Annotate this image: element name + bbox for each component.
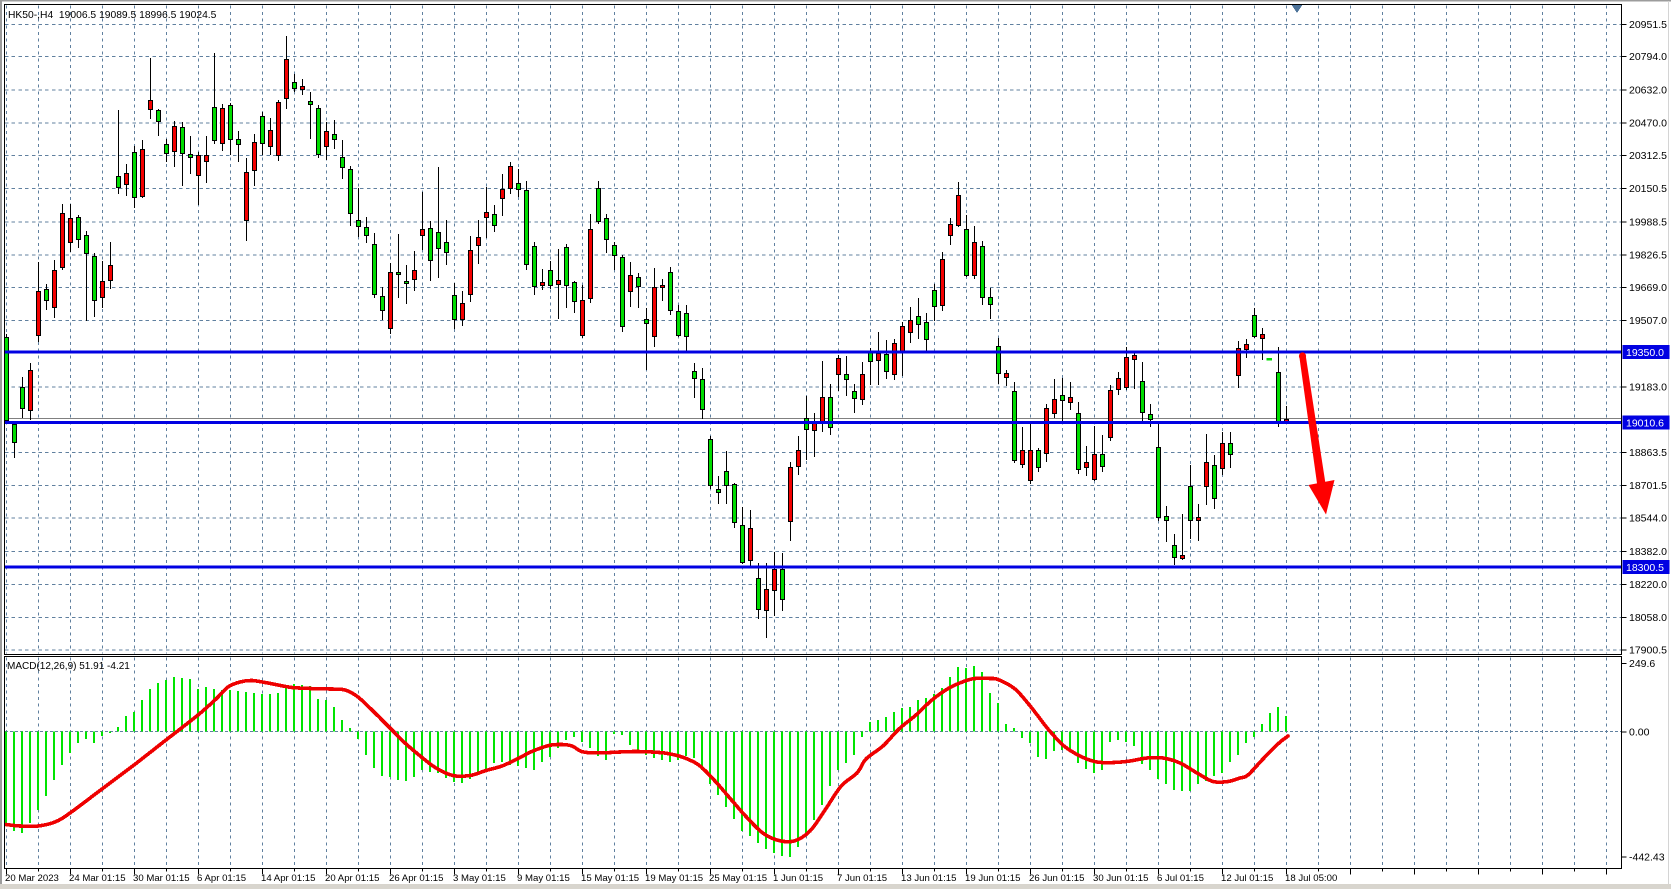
- svg-text:6 Jul 01:15: 6 Jul 01:15: [1157, 873, 1204, 884]
- svg-text:18220.0: 18220.0: [1629, 579, 1667, 591]
- svg-text:6 Apr 01:15: 6 Apr 01:15: [197, 873, 246, 884]
- svg-text:18863.5: 18863.5: [1629, 447, 1667, 459]
- svg-text:18 Jul 05:00: 18 Jul 05:00: [1285, 873, 1337, 884]
- svg-text:19 May 01:15: 19 May 01:15: [645, 873, 703, 884]
- svg-text:249.6: 249.6: [1629, 658, 1655, 670]
- svg-text:20312.5: 20312.5: [1629, 150, 1667, 162]
- svg-text:20 Mar 2023: 20 Mar 2023: [5, 873, 59, 884]
- svg-text:19183.0: 19183.0: [1629, 382, 1667, 394]
- svg-text:25 May 01:15: 25 May 01:15: [709, 873, 767, 884]
- svg-text:19826.5: 19826.5: [1629, 250, 1667, 262]
- svg-text:13 Jun 01:15: 13 Jun 01:15: [901, 873, 956, 884]
- svg-text:HK50-,H4 19006.5 19089.5 1899: HK50-,H4 19006.5 19089.5 18996.5 19024.5: [8, 10, 217, 21]
- svg-text:18382.0: 18382.0: [1629, 546, 1667, 558]
- svg-text:17900.5: 17900.5: [1629, 645, 1667, 657]
- svg-text:3 May 01:15: 3 May 01:15: [453, 873, 506, 884]
- svg-text:19669.0: 19669.0: [1629, 282, 1667, 294]
- svg-text:26 Jun 01:15: 26 Jun 01:15: [1029, 873, 1084, 884]
- svg-text:19507.0: 19507.0: [1629, 315, 1667, 327]
- svg-text:19988.5: 19988.5: [1629, 216, 1667, 228]
- svg-text:1 Jun 01:15: 1 Jun 01:15: [773, 873, 823, 884]
- svg-text:19010.6: 19010.6: [1626, 417, 1664, 429]
- svg-text:18300.5: 18300.5: [1626, 562, 1664, 574]
- svg-text:20470.0: 20470.0: [1629, 118, 1667, 130]
- svg-text:30 Jun 01:15: 30 Jun 01:15: [1093, 873, 1148, 884]
- svg-text:24 Mar 01:15: 24 Mar 01:15: [69, 873, 126, 884]
- svg-text:20794.0: 20794.0: [1629, 51, 1667, 63]
- svg-text:20951.5: 20951.5: [1629, 19, 1667, 31]
- svg-text:18058.0: 18058.0: [1629, 612, 1667, 624]
- svg-text:12 Jul 01:15: 12 Jul 01:15: [1221, 873, 1273, 884]
- svg-text:20150.5: 20150.5: [1629, 183, 1667, 195]
- svg-text:-442.43: -442.43: [1629, 852, 1665, 864]
- svg-text:0.00: 0.00: [1629, 727, 1650, 739]
- svg-text:MACD(12,26,9) 51.91 -4.21: MACD(12,26,9) 51.91 -4.21: [7, 661, 130, 672]
- svg-text:19 Jun 01:15: 19 Jun 01:15: [965, 873, 1020, 884]
- svg-text:9 May 01:15: 9 May 01:15: [517, 873, 570, 884]
- svg-text:26 Apr 01:15: 26 Apr 01:15: [389, 873, 443, 884]
- svg-text:30 Mar 01:15: 30 Mar 01:15: [133, 873, 190, 884]
- svg-text:19350.0: 19350.0: [1626, 347, 1664, 359]
- svg-text:14 Apr 01:15: 14 Apr 01:15: [261, 873, 315, 884]
- svg-text:15 May 01:15: 15 May 01:15: [581, 873, 639, 884]
- svg-text:20632.0: 20632.0: [1629, 84, 1667, 96]
- svg-text:20 Apr 01:15: 20 Apr 01:15: [325, 873, 379, 884]
- svg-text:7 Jun 01:15: 7 Jun 01:15: [837, 873, 887, 884]
- svg-text:18544.0: 18544.0: [1629, 513, 1667, 525]
- svg-text:18701.5: 18701.5: [1629, 480, 1667, 492]
